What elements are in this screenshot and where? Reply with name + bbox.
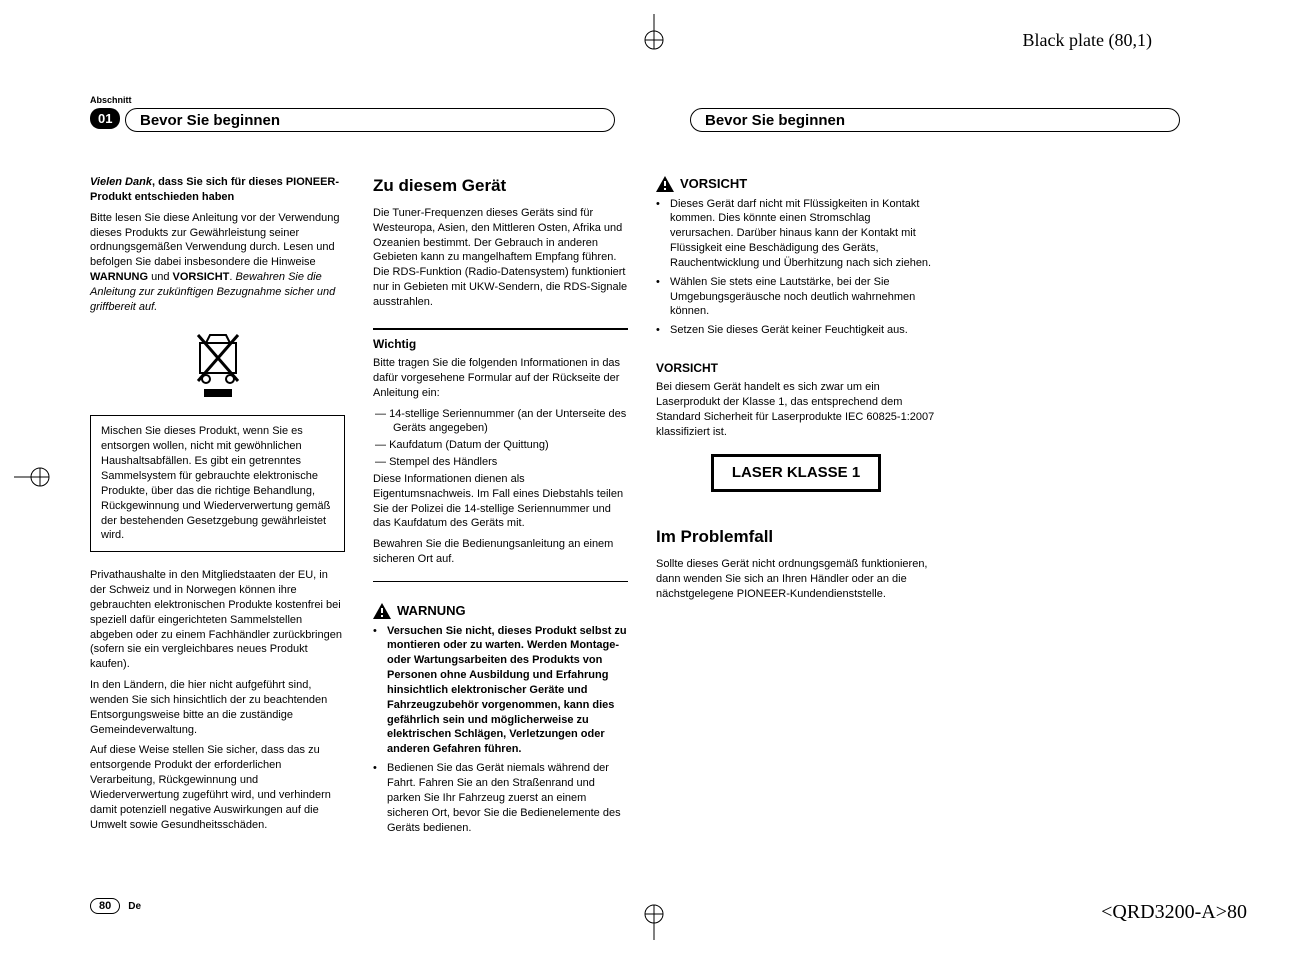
important-item-2-text: Kaufdatum (Datum der Quittung) <box>389 439 549 451</box>
caution-label: VORSICHT <box>680 175 747 193</box>
weee-symbol <box>90 329 345 406</box>
page-number-area: 80 De <box>90 898 141 914</box>
plate-label: Black plate (80,1) <box>1023 30 1152 51</box>
caution-bullet-1-text: Dieses Gerät darf nicht mit Flüssigkeite… <box>670 197 936 271</box>
important-item-3-text: Stempel des Händlers <box>389 456 497 468</box>
important-item-2: — Kaufdatum (Datum der Quittung) <box>373 438 628 453</box>
column-2: Zu diesem Gerät Die Tuner-Frequenzen die… <box>373 175 628 839</box>
caution-bullet-3: • Setzen Sie dieses Gerät keiner Feuchti… <box>656 323 936 338</box>
content-columns: Vielen Dank, dass Sie sich für dieses PI… <box>90 175 936 839</box>
bullet-dot: • <box>373 761 387 835</box>
section-header-left: Bevor Sie beginnen <box>125 108 615 132</box>
caution-heading: VORSICHT <box>656 175 936 193</box>
troubleshoot-title: Im Problemfall <box>656 526 936 549</box>
about-device-title: Zu diesem Gerät <box>373 175 628 198</box>
page-number: 80 <box>90 898 120 914</box>
crop-mark-top <box>634 14 674 54</box>
intro-body: Bitte lesen Sie diese Anleitung vor der … <box>90 211 345 315</box>
intro-thanks-italic: Vielen Dank <box>90 176 152 188</box>
warning-bullet-1: • Versuchen Sie nicht, dieses Produkt se… <box>373 624 628 758</box>
bullet-dot: • <box>656 197 670 271</box>
about-device-body: Die Tuner-Frequenzen dieses Geräts sind … <box>373 206 628 310</box>
caution2-label: VORSICHT <box>656 360 936 376</box>
crop-mark-bottom <box>634 900 674 940</box>
intro-und: und <box>148 271 172 283</box>
important-item-1: — 14-stellige Seriennummer (an der Unter… <box>373 407 628 437</box>
section-header-right: Bevor Sie beginnen <box>690 108 1180 132</box>
warning-heading: WARNUNG <box>373 602 628 620</box>
caution-bullet-2-text: Wählen Sie stets eine Lautstärke, bei de… <box>670 275 936 320</box>
important-item-1-text: 14-stellige Seriennummer (an der Unterse… <box>389 408 626 435</box>
bullet-dot: • <box>656 323 670 338</box>
bullet-dot: • <box>373 624 387 758</box>
troubleshoot-section: Im Problemfall Sollte dieses Gerät nicht… <box>656 526 936 601</box>
warning-bullet-2: • Bedienen Sie das Gerät niemals während… <box>373 761 628 835</box>
abschnitt-label: Abschnitt <box>90 95 132 105</box>
crop-mark-left <box>14 457 54 497</box>
page-language: De <box>128 901 141 912</box>
laser-class-box: LASER KLASSE 1 <box>711 454 881 492</box>
caution-bullet-2: • Wählen Sie stets eine Lautstärke, bei … <box>656 275 936 320</box>
important-label: Wichtig <box>373 336 628 352</box>
warning-bullet-2-text: Bedienen Sie das Gerät niemals während d… <box>387 761 628 835</box>
intro-heading: Vielen Dank, dass Sie sich für dieses PI… <box>90 175 345 205</box>
important-tail-2: Bewahren Sie die Bedienungsanleitung an … <box>373 537 628 567</box>
bullet-dot: • <box>656 275 670 320</box>
qrd-code: <QRD3200-A>80 <box>1101 901 1247 924</box>
other-countries: In den Ländern, die hier nicht aufgeführ… <box>90 678 345 737</box>
column-1: Vielen Dank, dass Sie sich für dieses PI… <box>90 175 345 839</box>
intro-warnung: WARNUNG <box>90 271 148 283</box>
ensure-proper: Auf diese Weise stellen Sie sicher, dass… <box>90 743 345 832</box>
disposal-notice: Mischen Sie dieses Produkt, wenn Sie es … <box>90 415 345 552</box>
warning-bullet-1-text: Versuchen Sie nicht, dieses Produkt selb… <box>387 624 628 758</box>
warning-label: WARNUNG <box>397 602 466 620</box>
caution-bullet-1: • Dieses Gerät darf nicht mit Flüssigkei… <box>656 197 936 271</box>
important-item-3: — Stempel des Händlers <box>373 455 628 470</box>
intro-body-1: Bitte lesen Sie diese Anleitung vor der … <box>90 212 340 269</box>
important-tail-1: Diese Informationen dienen als Eigentums… <box>373 472 628 531</box>
caution2-body: Bei diesem Gerät handelt es sich zwar um… <box>656 380 936 439</box>
warning-icon <box>656 176 674 192</box>
important-intro: Bitte tragen Sie die folgenden Informati… <box>373 356 628 401</box>
intro-vorsicht: VORSICHT <box>173 271 230 283</box>
section-number-badge: 01 <box>90 108 120 129</box>
column-3: VORSICHT • Dieses Gerät darf nicht mit F… <box>656 175 936 839</box>
important-box: Wichtig Bitte tragen Sie die folgenden I… <box>373 328 628 582</box>
eu-households: Privathaushalte in den Mitgliedstaaten d… <box>90 568 345 672</box>
troubleshoot-body: Sollte dieses Gerät nicht ordnungsgemäß … <box>656 557 936 602</box>
warning-icon <box>373 603 391 619</box>
caution-bullet-3-text: Setzen Sie dieses Gerät keiner Feuchtigk… <box>670 323 936 338</box>
